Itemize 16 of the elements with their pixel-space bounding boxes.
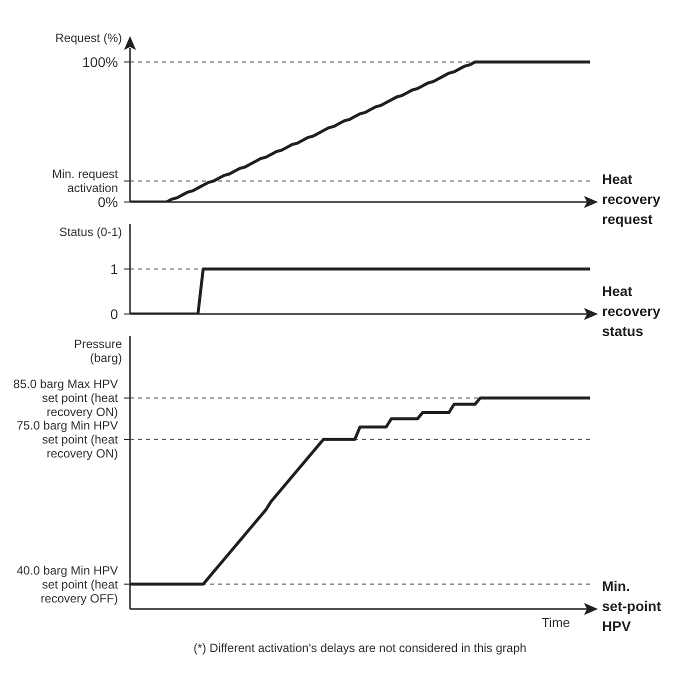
y-tick-label: 0% [98, 194, 118, 210]
x-axis-title: Time [542, 615, 570, 630]
text: (*) Different activation's delays are not considered in this graph [192, 641, 528, 655]
y-axis-title: Pressure (barg) [74, 337, 122, 365]
y-tick-label: 100% [82, 54, 118, 70]
y-tick-label: Min. request activation [52, 167, 119, 196]
legend-label: Heat recovery request [602, 171, 661, 227]
y-tick-label: 85.0 barg Max HPV set point (heat recovery ON) [13, 377, 119, 420]
y-axis-title: Status (0-1) [59, 225, 122, 239]
y-tick-label: 75.0 barg Min HPV set point (heat recovery ON) [16, 418, 119, 461]
legend-label: Min. set-point HPV [602, 578, 662, 634]
legend-label: Heat recovery status [602, 283, 661, 339]
y-tick-label: 1 [110, 260, 118, 277]
y-axis-title: Request (%) [55, 31, 122, 45]
y-tick-label: 40.0 barg Min HPV set point (heat recovery OFF) [16, 563, 119, 606]
y-tick-label: 0 [110, 306, 118, 322]
